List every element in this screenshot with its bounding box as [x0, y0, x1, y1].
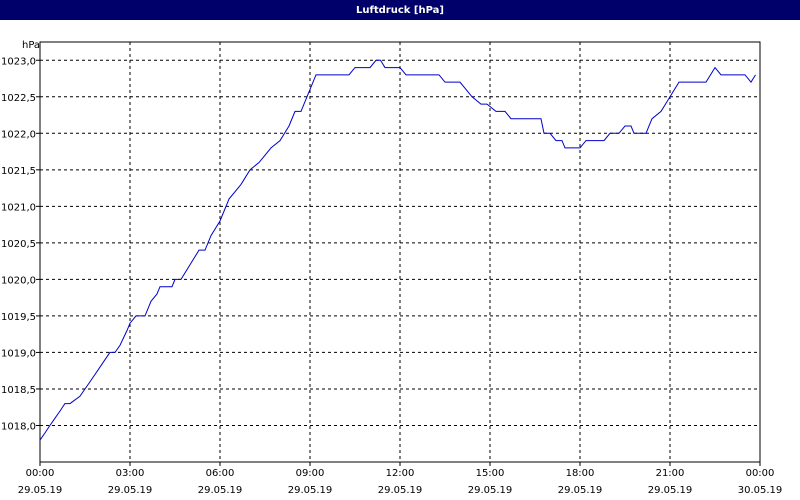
- x-tick-date: 29.05.19: [108, 485, 153, 496]
- x-tick-date: 29.05.19: [378, 485, 423, 496]
- y-axis-label: hPa: [22, 40, 40, 51]
- x-tick-label: 21:00: [656, 468, 685, 479]
- chart-title: Luftdruck [hPa]: [356, 5, 444, 16]
- y-tick-label: 1021,0: [1, 202, 36, 213]
- x-tick-label: 18:00: [566, 468, 595, 479]
- y-tick-label: 1020,5: [1, 239, 36, 250]
- x-tick-label: 03:00: [116, 468, 145, 479]
- y-tick-label: 1022,5: [1, 93, 36, 104]
- data-line: [39, 59, 756, 441]
- x-tick-label: 12:00: [386, 468, 415, 479]
- y-tick-label: 1023,0: [1, 56, 36, 67]
- x-tick-label: 09:00: [296, 468, 325, 479]
- x-tick-date: 30.05.19: [738, 485, 783, 496]
- x-tick-date: 29.05.19: [648, 485, 693, 496]
- x-tick-date: 29.05.19: [468, 485, 513, 496]
- x-tick-label: 15:00: [476, 468, 505, 479]
- x-tick-label: 00:00: [746, 468, 775, 479]
- x-tick-label: 06:00: [206, 468, 235, 479]
- y-tick-label: 1019,0: [1, 348, 36, 359]
- x-tick-date: 29.05.19: [198, 485, 243, 496]
- x-tick-date: 29.05.19: [558, 485, 603, 496]
- x-tick-date: 29.05.19: [18, 485, 63, 496]
- y-tick-label: 1018,5: [1, 385, 36, 396]
- x-tick-label: 00:00: [26, 468, 55, 479]
- y-tick-label: 1018,0: [1, 421, 36, 432]
- y-tick-label: 1019,5: [1, 312, 36, 323]
- y-tick-label: 1020,0: [1, 275, 36, 286]
- y-tick-label: 1021,5: [1, 166, 36, 177]
- y-tick-label: 1022,0: [1, 129, 36, 140]
- x-tick-date: 29.05.19: [288, 485, 333, 496]
- title-bar: [0, 0, 800, 20]
